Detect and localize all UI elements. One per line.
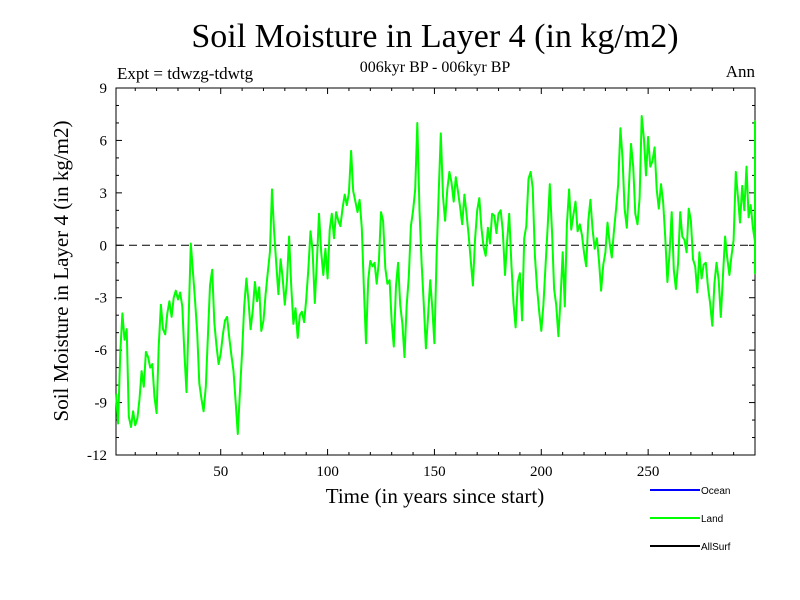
chart-title: Soil Moisture in Layer 4 (in kg/m2) [191,18,678,55]
legend-label-allsurf: AllSurf [701,542,731,553]
series-layer [115,115,756,435]
x-tick-label: 250 [637,464,660,480]
legend-label-ocean: Ocean [701,486,730,497]
x-tick-label: 200 [530,464,553,480]
y-tick-label: -9 [95,396,108,412]
x-tick-label: 50 [213,464,228,480]
series-line-land [115,115,756,435]
y-tick-label: -6 [95,343,108,359]
y-tick-label: 3 [100,186,108,202]
x-tick-label: 100 [316,464,339,480]
x-axis: 50 100 150 200 250 [134,88,735,480]
experiment-label: Expt = tdwzg-tdwtg [117,64,254,83]
y-tick-label: 6 [100,133,108,149]
x-axis-label: Time (in years since start) [326,484,545,508]
x-tick-label: 150 [423,464,446,480]
legend: Ocean Land AllSurf [650,486,731,553]
season-label: Ann [726,62,756,81]
y-axis-label: Soil Moisture in Layer 4 (in kg/m2) [49,121,73,422]
y-tick-label: 9 [100,81,108,97]
legend-label-land: Land [701,514,723,525]
y-tick-label: 0 [100,238,108,254]
y-tick-label: -12 [87,448,107,464]
y-tick-label: -3 [95,291,108,307]
y-axis: 9 6 3 0 -3 -6 -9 -12 [87,81,755,464]
chart-subtitle: 006kyr BP - 006kyr BP [360,59,511,76]
